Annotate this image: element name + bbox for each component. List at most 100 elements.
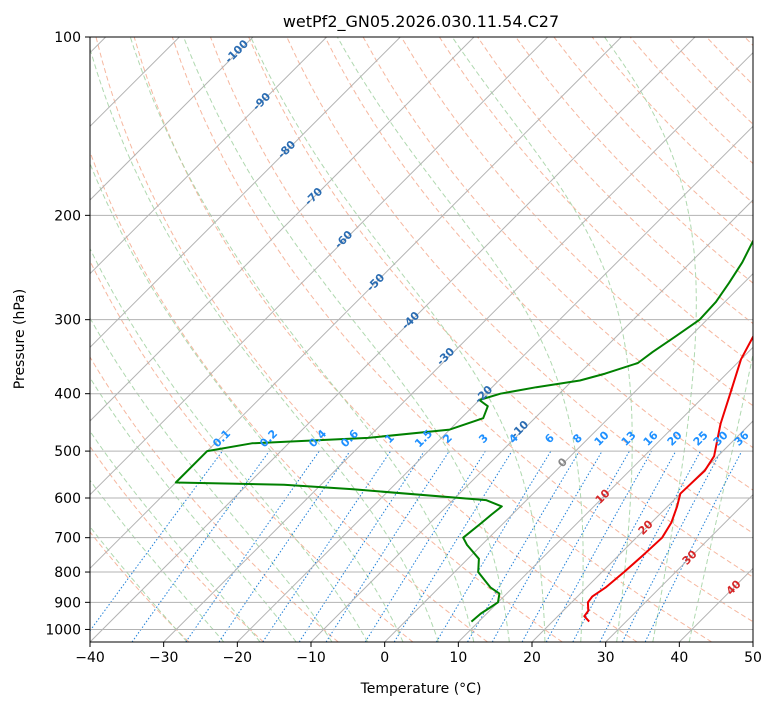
mixing-ratio-line	[621, 450, 722, 642]
moist-adiabat	[451, 37, 633, 642]
y-tick-label: 300	[54, 313, 81, 329]
moist-adiabat	[90, 430, 261, 642]
temperature-profile	[583, 334, 753, 623]
isotherm	[90, 37, 622, 570]
line-label: 25	[691, 429, 711, 449]
dry-adiabat	[553, 37, 753, 244]
plot-frame	[89, 36, 754, 643]
moist-adiabat	[129, 37, 475, 642]
isotherm	[90, 37, 401, 349]
moist-adiabat	[90, 376, 297, 642]
moist-adiabat	[688, 351, 753, 642]
line-label: 0.6	[338, 427, 361, 450]
isotherm	[384, 272, 753, 642]
series-layer	[174, 239, 753, 623]
mixing-ratio-line	[262, 450, 392, 642]
mixing-ratio-line	[364, 450, 486, 642]
mixing-ratio-line	[325, 450, 450, 642]
line-label: 2	[440, 431, 455, 446]
moist-adiabat	[250, 37, 546, 642]
moist-adiabat	[183, 37, 510, 642]
line-label: 0.2	[257, 427, 280, 450]
y-tick-label: 400	[54, 387, 81, 403]
dry-adiabat	[210, 37, 753, 623]
chart-title: wetPf2_GN05.2026.030.11.54.C27	[283, 12, 559, 32]
isotherm	[90, 37, 696, 642]
isotherm	[90, 37, 254, 201]
isotherm	[531, 420, 753, 642]
moist-adiabat	[336, 37, 584, 642]
mixing-ratio-line	[521, 450, 630, 642]
isotherm	[90, 37, 328, 275]
x-tick-label: −20	[223, 650, 253, 666]
line-label: 13	[619, 429, 639, 449]
mixing-ratio-line	[545, 450, 653, 642]
line-label: -80	[275, 138, 298, 161]
mixing-ratio-line	[185, 450, 320, 642]
line-label: 0	[555, 455, 570, 470]
line-label: -60	[332, 228, 355, 251]
x-tick-label: 20	[523, 650, 541, 666]
moist-adiabat	[90, 525, 188, 642]
dry-adiabat	[90, 531, 190, 642]
y-tick-label: 600	[54, 491, 81, 507]
line-label: 20	[665, 428, 685, 448]
mixing-ratio-line	[131, 450, 270, 642]
x-tick-label: −40	[75, 650, 105, 666]
y-axis-label: Pressure (hPa)	[12, 289, 28, 389]
dry-adiabat	[400, 37, 753, 407]
x-tick-label: −30	[149, 650, 179, 666]
moist-adiabat	[90, 317, 333, 642]
dry-adiabat	[90, 259, 414, 642]
isotherm	[457, 346, 753, 642]
mixing-ratio-line	[644, 450, 743, 642]
line-label: 36	[732, 428, 752, 448]
x-tick-label: 0	[380, 650, 389, 666]
mixing-ratio-line	[298, 450, 425, 642]
moist-adiabat	[90, 47, 439, 642]
line-label: -100	[222, 37, 251, 66]
dry-adiabat	[90, 445, 264, 642]
dry-adiabat	[90, 356, 339, 642]
mixing-ratio-line	[599, 450, 701, 642]
x-axis-label: Temperature (°C)	[360, 681, 482, 697]
line-label: 0.4	[306, 427, 329, 450]
grid-layer	[90, 37, 753, 642]
x-tick-label: 10	[449, 650, 467, 666]
x-tick-label: 50	[744, 650, 762, 666]
dry-adiabat	[324, 37, 753, 491]
line-label: 3	[476, 431, 491, 446]
moist-adiabat	[604, 37, 697, 642]
isotherm	[236, 125, 753, 642]
dry-adiabat	[133, 37, 638, 642]
mixing-ratio-line	[435, 450, 552, 642]
y-tick-label: 700	[54, 531, 81, 547]
y-tick-label: 1000	[45, 622, 81, 638]
dry-adiabat	[438, 37, 753, 366]
dry-adiabat	[744, 37, 753, 47]
dry-adiabat	[171, 37, 712, 642]
x-tick-label: 40	[670, 650, 688, 666]
x-tick-label: 30	[597, 650, 615, 666]
isotherm	[163, 51, 753, 642]
y-tick-label: 500	[54, 444, 81, 460]
y-tick-label: 800	[54, 565, 81, 581]
dry-adiabat	[95, 37, 563, 642]
line-label: 16	[641, 428, 661, 448]
y-tick-label: 200	[54, 208, 81, 224]
dry-adiabat	[90, 150, 488, 642]
isotherm	[90, 37, 475, 422]
line-label: 1	[382, 431, 397, 446]
mixing-ratio-line	[393, 450, 513, 642]
dewpoint-profile	[174, 239, 753, 623]
moist-adiabat	[90, 162, 404, 642]
line-label: 10	[593, 486, 613, 506]
moist-adiabat	[90, 479, 225, 642]
y-tick-label: 900	[54, 595, 81, 611]
axis-layer: −40 −30 −20 −10 0 10 20 30 40 5010020030040050060…	[45, 30, 762, 666]
dry-adiabat	[248, 37, 753, 578]
isotherm	[605, 493, 753, 642]
x-tick-label: −10	[296, 650, 326, 666]
mixing-ratio-line	[218, 450, 351, 642]
